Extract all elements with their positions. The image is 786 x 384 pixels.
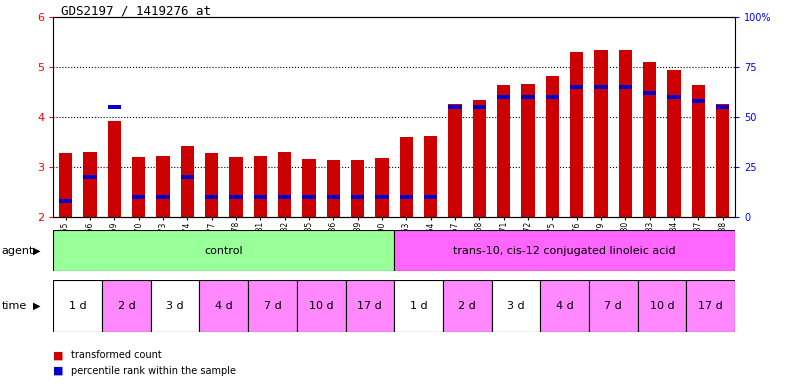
Bar: [399, 195, 413, 199]
Bar: [108, 121, 121, 217]
Text: 2 d: 2 d: [458, 301, 476, 311]
Bar: [327, 195, 340, 199]
Text: 1 d: 1 d: [410, 301, 428, 311]
Bar: [619, 50, 632, 217]
Bar: [692, 85, 705, 217]
Bar: [376, 195, 389, 199]
Bar: [254, 156, 267, 217]
Bar: [570, 85, 583, 89]
Bar: [589, 280, 637, 332]
Bar: [83, 152, 97, 217]
Text: ■: ■: [53, 350, 64, 360]
Text: 7 d: 7 d: [604, 301, 622, 311]
Bar: [59, 153, 72, 217]
Bar: [102, 280, 151, 332]
Bar: [181, 175, 194, 179]
Text: 3 d: 3 d: [507, 301, 525, 311]
Bar: [667, 95, 681, 99]
Bar: [205, 153, 219, 217]
Text: transformed count: transformed count: [71, 350, 161, 360]
Bar: [156, 156, 170, 217]
Text: agent: agent: [2, 245, 34, 256]
Text: time: time: [2, 301, 27, 311]
Bar: [351, 160, 365, 217]
Bar: [521, 84, 534, 217]
Bar: [59, 199, 72, 203]
Bar: [497, 95, 510, 99]
Bar: [53, 230, 395, 271]
Bar: [200, 280, 248, 332]
Bar: [108, 105, 121, 109]
Text: GDS2197 / 1419276_at: GDS2197 / 1419276_at: [61, 4, 211, 17]
Text: 1 d: 1 d: [69, 301, 86, 311]
Bar: [303, 159, 316, 217]
Bar: [254, 195, 267, 199]
Bar: [297, 280, 346, 332]
Bar: [619, 85, 632, 89]
Bar: [716, 105, 729, 109]
Bar: [443, 280, 491, 332]
Bar: [570, 52, 583, 217]
Bar: [156, 195, 170, 199]
Bar: [327, 160, 340, 217]
Bar: [545, 95, 559, 99]
Text: ▶: ▶: [33, 301, 41, 311]
Bar: [395, 280, 443, 332]
Bar: [643, 62, 656, 217]
Bar: [399, 137, 413, 217]
Bar: [53, 280, 102, 332]
Bar: [376, 158, 389, 217]
Bar: [491, 280, 540, 332]
Bar: [424, 136, 437, 217]
Bar: [278, 152, 292, 217]
Bar: [132, 157, 145, 217]
Bar: [132, 195, 145, 199]
Bar: [346, 280, 395, 332]
Bar: [545, 76, 559, 217]
Bar: [230, 157, 243, 217]
Bar: [637, 280, 686, 332]
Text: 7 d: 7 d: [263, 301, 281, 311]
Bar: [230, 195, 243, 199]
Bar: [448, 104, 461, 217]
Bar: [83, 175, 97, 179]
Bar: [472, 100, 486, 217]
Bar: [594, 85, 608, 89]
Bar: [716, 104, 729, 217]
Bar: [594, 50, 608, 217]
Bar: [151, 280, 200, 332]
Text: 17 d: 17 d: [698, 301, 723, 311]
Bar: [686, 280, 735, 332]
Text: ■: ■: [53, 366, 64, 376]
Bar: [448, 105, 461, 109]
Bar: [497, 85, 510, 217]
Bar: [472, 105, 486, 109]
Bar: [351, 195, 365, 199]
Text: 10 d: 10 d: [309, 301, 333, 311]
Text: 17 d: 17 d: [358, 301, 382, 311]
Text: 3 d: 3 d: [167, 301, 184, 311]
Bar: [667, 70, 681, 217]
Bar: [692, 99, 705, 103]
Text: control: control: [204, 245, 243, 256]
Bar: [303, 195, 316, 199]
Bar: [181, 146, 194, 217]
Text: 10 d: 10 d: [649, 301, 674, 311]
Bar: [278, 195, 292, 199]
Bar: [248, 280, 297, 332]
Bar: [205, 195, 219, 199]
Text: percentile rank within the sample: percentile rank within the sample: [71, 366, 236, 376]
Text: ▶: ▶: [33, 245, 41, 256]
Bar: [643, 91, 656, 95]
Bar: [395, 230, 735, 271]
Text: 4 d: 4 d: [215, 301, 233, 311]
Text: 2 d: 2 d: [118, 301, 135, 311]
Text: 4 d: 4 d: [556, 301, 574, 311]
Text: trans-10, cis-12 conjugated linoleic acid: trans-10, cis-12 conjugated linoleic aci…: [454, 245, 676, 256]
Bar: [540, 280, 589, 332]
Bar: [424, 195, 437, 199]
Bar: [521, 95, 534, 99]
